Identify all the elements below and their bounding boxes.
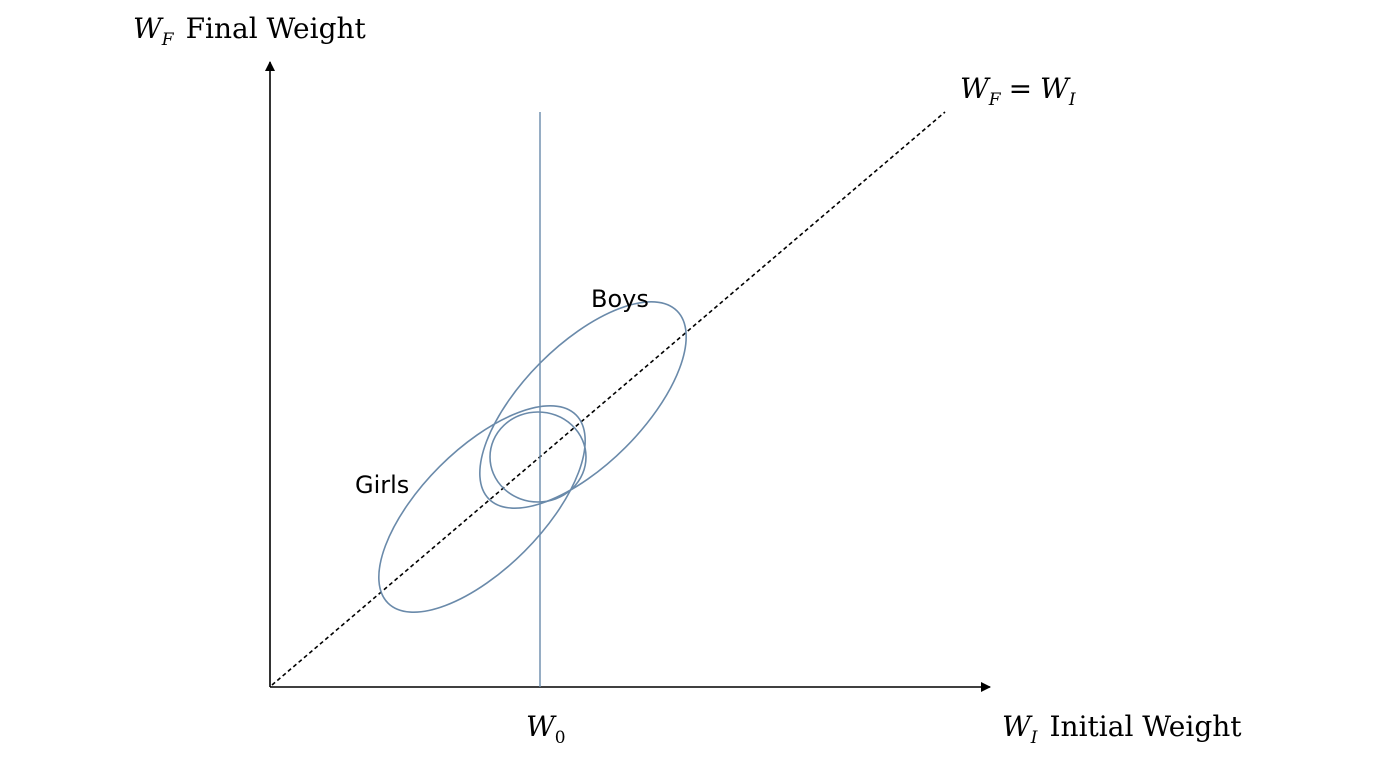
overlap-ellipse: [489, 411, 587, 503]
boys-label: Boys: [591, 285, 649, 313]
diagonal-line: [271, 111, 946, 686]
diagonal-label: WF = WI: [960, 72, 1076, 110]
w0-label: W0: [526, 710, 566, 748]
y-axis-label: WF Final Weight: [133, 12, 367, 50]
girls-ellipse: [378, 405, 586, 613]
x-axis-label: WI Initial Weight: [1002, 710, 1242, 748]
boys-ellipse: [479, 301, 687, 509]
girls-label: Girls: [355, 471, 409, 499]
